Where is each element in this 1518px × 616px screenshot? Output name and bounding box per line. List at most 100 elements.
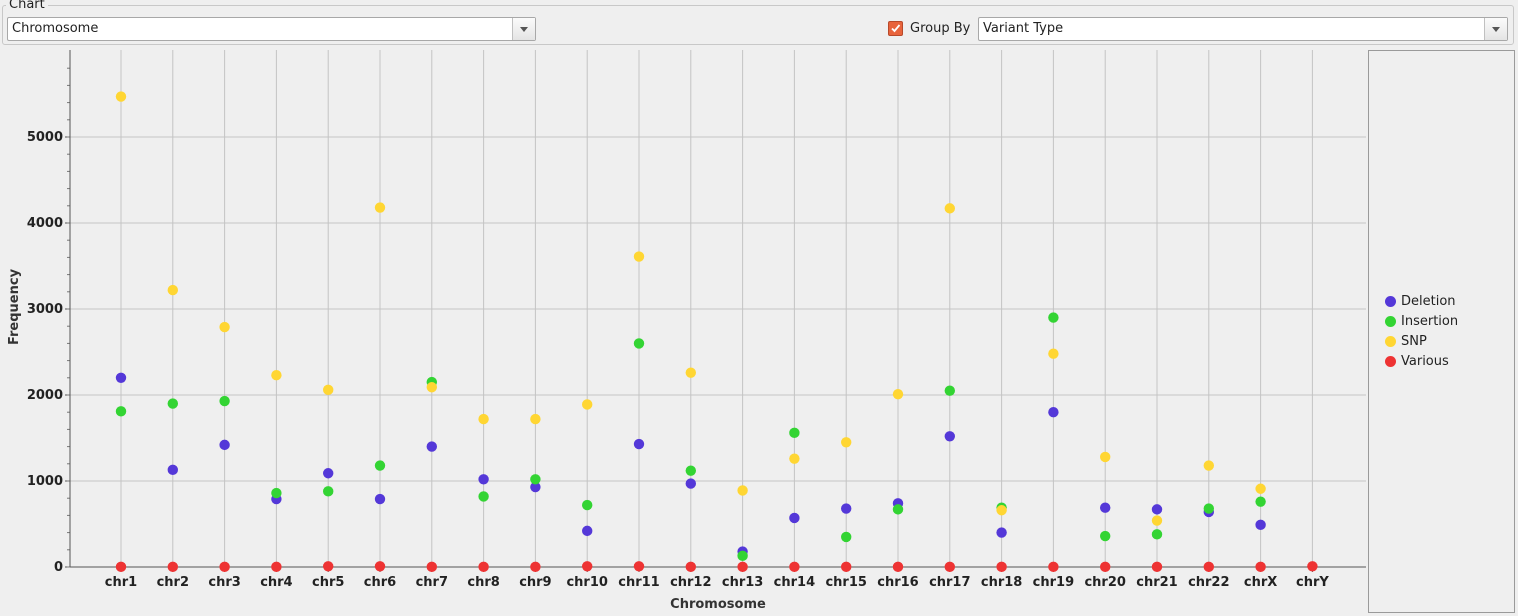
x-tick-label: chr2: [157, 575, 189, 590]
point-various-chr10: [582, 561, 593, 572]
point-snp-chr21: [1151, 515, 1163, 526]
legend-swatch: [1385, 336, 1396, 347]
legend-label: Deletion: [1401, 294, 1456, 309]
x-tick-label: chr4: [260, 575, 292, 590]
axes: 0 1000 2000 3000 4000 5000 chr1 chr2 chr3 chr4 chr…: [27, 50, 1366, 590]
point-snp-chr5: [323, 384, 334, 396]
point-insertion-chr19: [1048, 312, 1059, 323]
x-tick-label: chr5: [312, 575, 344, 590]
point-insertion-chr1: [115, 406, 127, 417]
group-by-checkbox[interactable]: [888, 21, 903, 36]
x-tick-label: chr17: [929, 575, 970, 590]
x-axis-label: Chromosome: [670, 597, 766, 612]
point-deletion-chr6: [374, 493, 386, 505]
point-various-chr4: [271, 561, 282, 573]
point-various-chr5: [323, 561, 334, 572]
y-tick-label: 5000: [27, 130, 63, 145]
chart-type-select[interactable]: Chromosome: [7, 17, 536, 41]
point-snp-chr1: [115, 91, 127, 102]
point-snp-chr18: [996, 505, 1007, 516]
point-various-chr14: [789, 561, 800, 573]
y-tick-label: 0: [54, 560, 63, 575]
point-snp-chr3: [219, 321, 230, 333]
point-insertion-chrX: [1255, 496, 1266, 507]
point-insertion-chr6: [374, 460, 386, 471]
point-snp-chr9: [530, 413, 541, 425]
scatter-chart: 0 1000 2000 3000 4000 5000 chr1 chr2 chr3 chr4 chr…: [7, 50, 1366, 612]
x-tick-label: chr7: [416, 575, 448, 590]
point-insertion-chr15: [841, 531, 852, 543]
data-points: [115, 91, 1318, 573]
y-tick-label: 1000: [27, 474, 63, 489]
point-deletion-chr2: [167, 464, 178, 476]
point-various-chr21: [1151, 561, 1163, 573]
point-insertion-chr11: [633, 338, 645, 349]
point-snp-chr20: [1100, 451, 1111, 463]
chevron-down-icon[interactable]: [1484, 18, 1507, 40]
x-tick-label: chr11: [618, 575, 659, 590]
y-tick-label: 3000: [27, 302, 63, 317]
point-snp-chr14: [789, 453, 800, 464]
chart-type-value: Chromosome: [12, 21, 99, 36]
legend-label: SNP: [1401, 334, 1427, 349]
legend-label: Insertion: [1401, 314, 1459, 329]
point-snp-chr11: [633, 251, 645, 262]
point-deletion-chr10: [582, 525, 593, 537]
point-insertion-chr2: [167, 398, 178, 409]
point-deletion-chr17: [944, 431, 955, 442]
point-snp-chrX: [1255, 483, 1266, 494]
point-insertion-chr20: [1100, 530, 1111, 542]
point-insertion-chr4: [271, 487, 282, 499]
point-deletion-chr8: [478, 474, 489, 485]
point-various-chr17: [944, 561, 955, 573]
point-various-chr13: [737, 561, 748, 573]
point-insertion-chr17: [944, 385, 955, 396]
x-tick-label: chr14: [774, 575, 815, 590]
x-tick-label: chr15: [825, 575, 866, 590]
x-tick-label: chr21: [1136, 575, 1177, 590]
x-tick-label: chr19: [1033, 575, 1074, 590]
point-deletion-chr18: [996, 527, 1007, 538]
point-various-chr12: [685, 561, 696, 573]
point-snp-chr7: [426, 382, 437, 393]
point-various-chr16: [892, 561, 904, 573]
y-tick-label: 2000: [27, 388, 63, 403]
x-tick-label: chrX: [1244, 575, 1277, 590]
point-insertion-chr5: [323, 486, 334, 497]
point-snp-chr22: [1203, 460, 1215, 471]
point-various-chr20: [1100, 561, 1111, 573]
point-deletion-chr3: [219, 439, 230, 451]
point-various-chr9: [530, 561, 541, 573]
group-by-label: Group By: [910, 21, 971, 36]
x-tick-label: chr9: [519, 575, 551, 590]
group-by-select[interactable]: Variant Type: [978, 17, 1508, 41]
legend-label: Various: [1401, 354, 1449, 369]
point-various-chr19: [1048, 561, 1059, 573]
point-various-chr22: [1203, 561, 1215, 573]
x-tick-label: chrY: [1296, 575, 1329, 590]
point-various-chr15: [841, 561, 852, 573]
checkmark-icon: [891, 24, 901, 33]
point-insertion-chr13: [737, 550, 748, 562]
point-various-chr1: [115, 561, 127, 573]
point-deletion-chr14: [789, 512, 800, 524]
group-by-value: Variant Type: [983, 21, 1064, 36]
point-snp-chr15: [841, 437, 852, 448]
chevron-down-icon[interactable]: [512, 18, 535, 40]
point-deletion-chr20: [1100, 502, 1111, 513]
point-various-chrY: [1307, 561, 1318, 572]
point-snp-chr19: [1048, 348, 1059, 359]
panel-border: [2, 5, 1514, 45]
point-insertion-chr10: [582, 499, 593, 511]
point-snp-chr10: [582, 399, 593, 410]
point-various-chr3: [219, 561, 230, 573]
point-various-chr11: [633, 561, 645, 572]
chart-options-panel: Chart Chromosome Group By Variant Type: [0, 0, 1518, 46]
grid-lines: [70, 50, 1366, 567]
point-snp-chr8: [478, 413, 489, 425]
point-insertion-chr12: [685, 465, 696, 476]
point-insertion-chr14: [789, 427, 800, 439]
point-various-chrX: [1255, 561, 1266, 573]
y-axis-label: Frequency: [7, 268, 22, 345]
point-snp-chr16: [892, 388, 904, 400]
